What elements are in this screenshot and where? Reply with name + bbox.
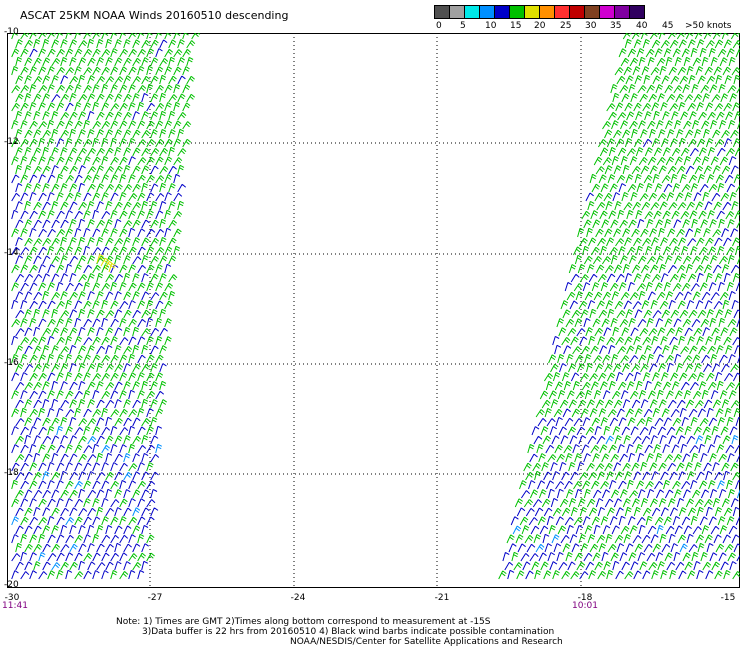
legend-label: 25 [560, 21, 572, 31]
wind-speed-color-legend [434, 5, 645, 19]
legend-label: 20 [534, 21, 546, 31]
lon-label-15: -15 [720, 593, 736, 603]
wind-barb-group-cyan [11, 425, 740, 571]
legend-swatch [464, 5, 480, 19]
wind-barb-group-yellow [96, 253, 116, 273]
wind-barb-group-green [11, 33, 740, 580]
legend-swatch [449, 5, 465, 19]
lat-label-14: -14 [4, 248, 19, 258]
lat-label-16: -16 [4, 358, 19, 368]
left-swath-time: 11:41 [2, 601, 28, 611]
lon-label-21: -21 [434, 593, 450, 603]
wind-barb-group-blue [11, 39, 740, 580]
legend-label: 45 [662, 21, 674, 31]
legend-label: 10 [485, 21, 497, 31]
legend-swatch [569, 5, 585, 19]
legend-label: 35 [610, 21, 622, 31]
legend-swatch [509, 5, 525, 19]
lon-label-30: -30 [4, 593, 20, 603]
lat-label-10: -10 [4, 27, 19, 37]
note-line-1: Note: 1) Times are GMT 2)Times along bot… [116, 617, 491, 627]
legend-label: 5 [460, 21, 466, 31]
lon-label-27: -27 [147, 593, 163, 603]
legend-labels: 0 5 10 15 20 25 30 35 40 45 >50 knots [430, 21, 740, 33]
legend-label: 40 [636, 21, 648, 31]
legend-label: >50 knots [685, 21, 732, 31]
note-line-3: NOAA/NESDIS/Center for Satellite Applica… [290, 637, 563, 647]
legend-swatch [479, 5, 495, 19]
legend-swatch [599, 5, 615, 19]
map-title: ASCAT 25KM NOAA Winds 20160510 descendin… [20, 9, 289, 22]
lon-label-24: -24 [290, 593, 306, 603]
legend-swatch [494, 5, 510, 19]
legend-swatch [584, 5, 600, 19]
wind-map-canvas [7, 33, 740, 588]
legend-swatch [614, 5, 630, 19]
legend-swatch [524, 5, 540, 19]
legend-swatch [629, 5, 645, 19]
lat-label-18: -18 [4, 468, 19, 478]
legend-swatch [434, 5, 450, 19]
note-line-2: 3)Data buffer is 22 hrs from 20160510 4)… [142, 627, 555, 637]
legend-label: 15 [510, 21, 522, 31]
wind-map-plot [7, 33, 740, 588]
wind-barbs [11, 33, 740, 580]
lat-label-20: -20 [4, 580, 19, 590]
legend-swatch [554, 5, 570, 19]
legend-swatch [539, 5, 555, 19]
legend-label: 30 [585, 21, 597, 31]
legend-label: 0 [436, 21, 442, 31]
lon-label-18: -18 [577, 593, 593, 603]
right-swath-time: 10:01 [572, 601, 598, 611]
lat-label-12: -12 [4, 137, 19, 147]
